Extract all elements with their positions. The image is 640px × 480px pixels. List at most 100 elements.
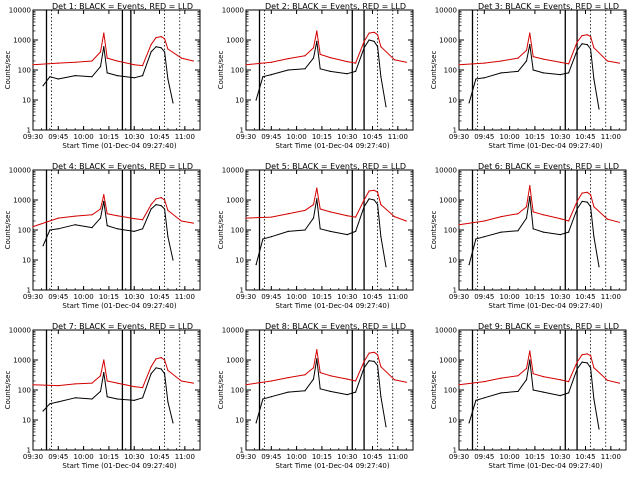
x-tick-label: 09:45 [261, 453, 281, 461]
series-events [255, 39, 387, 107]
data-point [517, 70, 519, 72]
data-point [405, 220, 407, 222]
data-point [106, 396, 108, 398]
data-point [49, 403, 51, 405]
y-axis-label: Counts/sec [217, 371, 225, 410]
data-point [483, 77, 485, 79]
panel-title: Det 9: BLACK = Events, RED = LLD [478, 322, 619, 331]
x-tick-label: 10:00 [74, 293, 94, 301]
x-tick-label: 11:00 [601, 133, 621, 141]
data-point [542, 58, 544, 60]
data-point [42, 410, 44, 412]
data-point [172, 259, 174, 261]
data-point [525, 217, 528, 219]
data-point [287, 69, 289, 71]
data-point [618, 62, 620, 64]
data-point [529, 350, 531, 352]
data-point [483, 381, 485, 383]
data-point [532, 211, 534, 213]
data-point [91, 382, 93, 384]
y-tick-label: 10000 [9, 167, 31, 175]
data-point [393, 59, 395, 61]
data-point [245, 384, 247, 386]
y-tick-label: 100 [444, 67, 457, 75]
x-tick-label: 11:00 [388, 133, 408, 141]
data-point [155, 198, 157, 200]
data-point [458, 64, 460, 66]
data-point [355, 62, 357, 64]
y-tick-label: 10000 [435, 7, 457, 15]
data-point [103, 32, 105, 34]
data-point [103, 46, 105, 48]
data-point [355, 70, 357, 72]
data-point [312, 378, 315, 380]
data-point [172, 102, 174, 104]
x-tick-label: 10:15 [99, 293, 119, 301]
data-point [164, 359, 166, 361]
data-point [346, 378, 348, 380]
data-point [368, 39, 370, 41]
data-point [618, 382, 620, 384]
x-tick-label: 11:00 [601, 453, 621, 461]
plot-frame [245, 329, 414, 451]
x-tick-label: 09:30 [449, 133, 469, 141]
data-point [377, 204, 379, 206]
data-point [542, 391, 544, 393]
data-point [458, 384, 460, 386]
data-point [32, 384, 34, 386]
data-point [142, 75, 144, 77]
data-point [155, 37, 157, 39]
data-point [142, 397, 144, 399]
data-point [590, 36, 592, 38]
data-point [586, 201, 588, 203]
data-point [373, 189, 375, 191]
data-point [74, 75, 76, 77]
data-point [304, 390, 306, 392]
x-tick-label: 10:45 [362, 453, 382, 461]
data-point [590, 48, 592, 50]
data-point [103, 372, 105, 374]
data-point [377, 354, 379, 356]
data-point [180, 57, 182, 59]
data-point [500, 231, 502, 233]
x-axis-label: Start Time (01-Dec-04 09:27:40) [275, 142, 389, 150]
data-point [368, 32, 370, 34]
y-tick-label: 10000 [222, 167, 244, 175]
data-point [287, 230, 289, 232]
data-point [380, 396, 382, 398]
x-tick-label: 10:00 [287, 133, 307, 141]
x-tick-label: 10:00 [74, 133, 94, 141]
data-point [32, 226, 34, 228]
data-point [74, 215, 76, 217]
y-tick-label: 10000 [9, 327, 31, 335]
chart-panel-1: Det 1: BLACK = Events, RED = LLD 1 10 100 10… [4, 2, 201, 150]
data-point [133, 77, 135, 79]
data-point [590, 355, 592, 357]
data-point [590, 206, 592, 208]
data-point [287, 213, 289, 215]
x-tick-label: 10:30 [124, 133, 144, 141]
y-tick-label: 10000 [9, 7, 31, 15]
data-point [581, 43, 583, 45]
data-point [74, 224, 76, 226]
panel-title: Det 6: BLACK = Events, RED = LLD [478, 162, 619, 171]
x-tick-label: 10:45 [362, 293, 382, 301]
y-tick-label: 1000 [439, 197, 457, 205]
x-axis-label: Start Time (01-Dec-04 09:27:40) [488, 142, 602, 150]
panel-title: Det 4: BLACK = Events, RED = LLD [52, 162, 193, 171]
data-point [590, 367, 592, 369]
x-tick-label: 10:30 [337, 293, 357, 301]
x-tick-label: 09:45 [474, 453, 494, 461]
data-point [155, 204, 157, 206]
data-point [355, 380, 357, 382]
y-tick-label: 10 [448, 417, 457, 425]
data-point [475, 399, 477, 401]
x-tick-label: 11:00 [175, 453, 195, 461]
data-point [160, 197, 162, 199]
y-tick-label: 10 [22, 97, 31, 105]
data-point [319, 68, 321, 70]
data-point [529, 196, 531, 198]
data-point [377, 191, 379, 193]
chart-panel-7: Det 7: BLACK = Events, RED = LLD 1 10 100 10… [4, 322, 201, 470]
